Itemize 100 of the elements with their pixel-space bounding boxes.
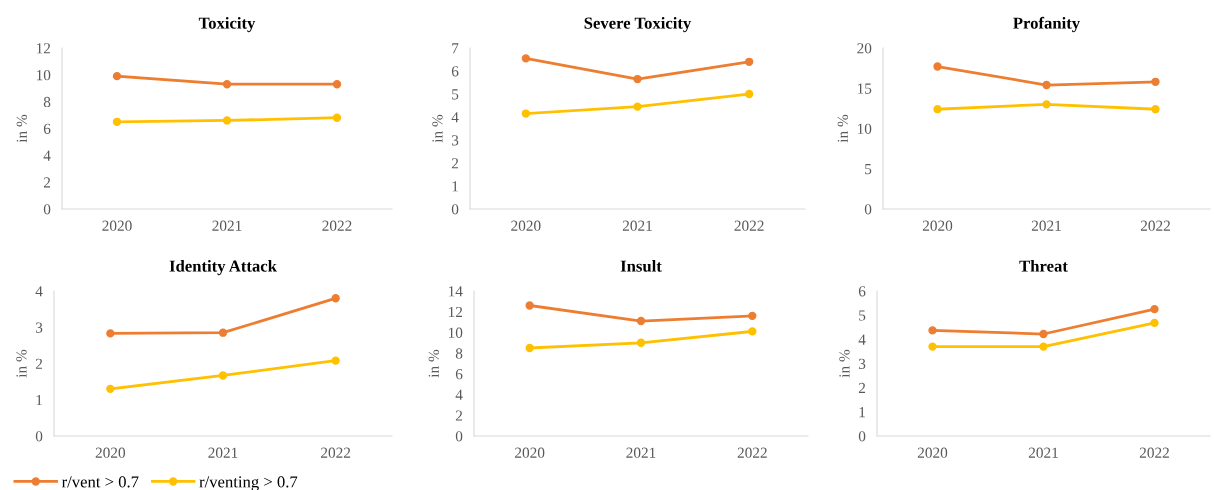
point: [521, 54, 531, 63]
y-tick-label: 2: [43, 177, 51, 188]
point: [222, 116, 232, 125]
y-tick-label: 4: [455, 389, 463, 400]
y-tick-label: 14: [448, 286, 463, 297]
point: [748, 311, 757, 321]
y-tick-label: 3: [35, 322, 43, 333]
y-axis-title: in %: [839, 349, 850, 378]
point: [525, 301, 534, 310]
x-tick-label: 2020: [95, 447, 126, 458]
point: [933, 105, 942, 114]
y-tick-label: 4: [451, 112, 459, 123]
y-tick-label: 1: [36, 394, 42, 406]
y-tick-label: 8: [455, 348, 463, 359]
y-tick-label: 6: [451, 66, 459, 77]
x-tick-label: 2022: [734, 220, 764, 231]
y-tick-label: 1: [859, 407, 865, 418]
x-tick-label: 2022: [322, 220, 352, 231]
point: [106, 329, 115, 338]
y-tick-label: 20: [857, 43, 872, 54]
y-tick-label: 2: [35, 358, 43, 369]
y-tick-label: 7: [452, 43, 459, 54]
x-tick-label: 2021: [626, 447, 656, 458]
y-axis-title: in %: [16, 114, 27, 143]
x-tick-label: 2022: [321, 447, 351, 458]
y-tick-label: 2: [455, 410, 463, 421]
y-tick-label: 3: [451, 135, 459, 146]
point: [218, 371, 228, 380]
y-tick-label: 0: [858, 431, 866, 442]
y-tick-label: 6: [455, 369, 463, 380]
y-tick-label: 12: [448, 306, 463, 318]
point: [218, 328, 228, 337]
point: [1151, 77, 1160, 86]
chart-title: Profanity: [1013, 16, 1080, 33]
point: [744, 57, 754, 66]
y-axis-title: in %: [837, 114, 848, 143]
y-tick-label: 12: [36, 43, 51, 54]
chart-title: Threat: [1019, 259, 1068, 272]
y-tick-label: 10: [857, 123, 872, 134]
point: [748, 327, 757, 336]
y-axis-title: in %: [432, 114, 443, 143]
y-tick-label: 0: [864, 204, 872, 215]
x-tick-label: 2021: [1031, 220, 1061, 231]
point: [933, 62, 942, 71]
y-tick-label: 10: [36, 69, 51, 81]
x-tick-label: 2020: [515, 447, 545, 458]
point: [1042, 80, 1051, 90]
x-tick-label: 2020: [922, 220, 953, 231]
point: [331, 356, 340, 365]
y-tick-label: 6: [858, 286, 866, 297]
point: [1150, 304, 1159, 314]
point: [222, 80, 232, 89]
legend-label: r/vent > 0.7: [61, 476, 139, 488]
point: [928, 342, 937, 351]
x-tick-label: 2020: [102, 220, 132, 231]
legend-label: r/venting > 0.7: [199, 476, 298, 490]
point: [1042, 100, 1051, 109]
y-tick-label: 6: [43, 123, 51, 134]
y-tick-label: 2: [451, 158, 459, 169]
x-tick-label: 2021: [622, 220, 652, 231]
point: [1151, 105, 1160, 114]
point: [525, 343, 534, 353]
point: [744, 89, 754, 99]
y-tick-label: 4: [35, 286, 43, 297]
point: [633, 74, 642, 84]
y-tick-label: 5: [859, 310, 866, 321]
y-tick-label: 1: [452, 181, 458, 192]
chart-title: Identity Attack: [169, 259, 277, 276]
y-tick-label: 15: [857, 83, 872, 94]
point: [112, 72, 122, 81]
y-tick-label: 4: [858, 334, 866, 345]
y-tick-label: 0: [43, 204, 51, 215]
x-tick-label: 2022: [1139, 447, 1169, 458]
point: [1150, 318, 1159, 328]
y-tick-label: 0: [35, 431, 43, 442]
point: [636, 338, 646, 347]
y-axis-title: in %: [428, 349, 439, 378]
x-tick-label: 2022: [1140, 220, 1170, 231]
x-tick-label: 2021: [212, 220, 242, 231]
point: [331, 294, 340, 303]
y-tick-label: 2: [858, 382, 866, 393]
y-tick-label: 0: [451, 204, 459, 215]
y-tick-label: 4: [43, 150, 51, 161]
x-tick-label: 2021: [1028, 447, 1058, 458]
y-axis-title: in %: [16, 349, 27, 378]
point: [112, 117, 122, 126]
point: [633, 102, 642, 111]
x-tick-label: 2021: [208, 447, 238, 458]
chart-title: Toxicity: [198, 16, 256, 33]
y-tick-label: 8: [43, 96, 51, 108]
point: [332, 80, 342, 89]
point: [106, 384, 115, 394]
y-tick-label: 10: [448, 327, 463, 338]
point: [636, 316, 646, 326]
point: [1039, 342, 1048, 351]
chart-title: Severe Toxicity: [584, 16, 692, 33]
point: [928, 326, 937, 335]
y-tick-label: 5: [452, 89, 459, 100]
chart-title: Insult: [620, 259, 662, 272]
y-tick-label: 3: [858, 358, 866, 369]
